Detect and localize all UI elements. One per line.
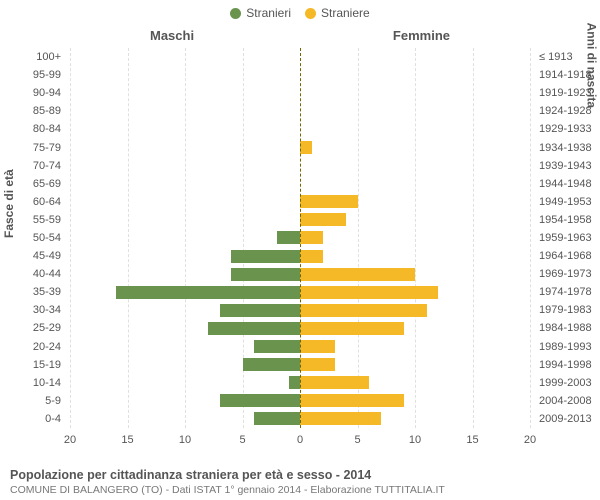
birth-year-label: 1914-1918 — [535, 66, 600, 84]
birth-year-label: 1934-1938 — [535, 138, 600, 156]
birth-year-label: 2009-2013 — [535, 410, 600, 428]
bar-female — [300, 304, 427, 317]
age-label: 65-69 — [0, 175, 65, 193]
age-label: 60-64 — [0, 193, 65, 211]
bar-male — [220, 304, 301, 317]
birth-year-label: 1969-1973 — [535, 265, 600, 283]
bar-female — [300, 286, 438, 299]
x-tick-label: 10 — [179, 434, 191, 446]
grid-line — [300, 48, 301, 428]
bar-female — [300, 358, 335, 371]
birth-year-label: 1949-1953 — [535, 193, 600, 211]
age-label: 30-34 — [0, 301, 65, 319]
x-tick-label: 15 — [466, 434, 478, 446]
birth-year-label: 1944-1948 — [535, 175, 600, 193]
bar-female — [300, 141, 312, 154]
birth-year-label: 1974-1978 — [535, 283, 600, 301]
bar-female — [300, 250, 323, 263]
age-label: 45-49 — [0, 247, 65, 265]
birth-year-label: ≤ 1913 — [535, 48, 600, 66]
caption-subtitle: COMUNE DI BALANGERO (TO) - Dati ISTAT 1°… — [10, 484, 590, 496]
birth-year-label: 1984-1988 — [535, 319, 600, 337]
x-tick-label: 5 — [239, 434, 245, 446]
age-label: 15-19 — [0, 356, 65, 374]
birth-year-label: 1989-1993 — [535, 338, 600, 356]
birth-year-label: 1939-1943 — [535, 157, 600, 175]
bar-male — [208, 322, 300, 335]
legend-swatch-female — [305, 8, 316, 19]
bar-male — [220, 394, 301, 407]
age-label: 50-54 — [0, 229, 65, 247]
bar-male — [277, 231, 300, 244]
bar-male — [116, 286, 300, 299]
bar-male — [254, 340, 300, 353]
birth-year-label: 1924-1928 — [535, 102, 600, 120]
legend-swatch-male — [230, 8, 241, 19]
birth-year-label: 1994-1998 — [535, 356, 600, 374]
legend-label-female: Straniere — [321, 6, 370, 20]
age-label: 100+ — [0, 48, 65, 66]
age-label: 40-44 — [0, 265, 65, 283]
x-tick-label: 20 — [64, 434, 76, 446]
population-pyramid-chart: Stranieri Straniere Maschi Femmine Fasce… — [0, 0, 600, 500]
birth-year-label: 1954-1958 — [535, 211, 600, 229]
birth-year-label: 1929-1933 — [535, 120, 600, 138]
legend-item-female: Straniere — [305, 6, 370, 20]
birth-year-label: 1919-1923 — [535, 84, 600, 102]
bar-female — [300, 195, 358, 208]
chart-caption: Popolazione per cittadinanza straniera p… — [10, 468, 590, 496]
birth-year-label: 1979-1983 — [535, 301, 600, 319]
x-tick-label: 15 — [121, 434, 133, 446]
birth-year-label: 2004-2008 — [535, 392, 600, 410]
bar-male — [231, 268, 300, 281]
bar-female — [300, 213, 346, 226]
bar-female — [300, 394, 404, 407]
bar-male — [254, 412, 300, 425]
age-label: 35-39 — [0, 283, 65, 301]
birth-year-label: 1959-1963 — [535, 229, 600, 247]
bar-female — [300, 322, 404, 335]
bar-female — [300, 412, 381, 425]
bar-female — [300, 268, 415, 281]
y-left-labels: 100+95-9990-9485-8980-8475-7970-7465-696… — [0, 48, 65, 428]
x-tick-label: 10 — [409, 434, 421, 446]
age-label: 5-9 — [0, 392, 65, 410]
x-tick-label: 20 — [524, 434, 536, 446]
age-label: 95-99 — [0, 66, 65, 84]
bar-male — [231, 250, 300, 263]
grid-line — [530, 48, 531, 428]
bar-male — [289, 376, 301, 389]
bar-male — [243, 358, 301, 371]
legend-label-male: Stranieri — [246, 6, 291, 20]
age-label: 20-24 — [0, 338, 65, 356]
age-label: 55-59 — [0, 211, 65, 229]
age-label: 85-89 — [0, 102, 65, 120]
x-tick-label: 5 — [354, 434, 360, 446]
age-label: 80-84 — [0, 120, 65, 138]
chart-legend: Stranieri Straniere — [0, 6, 600, 20]
bar-female — [300, 231, 323, 244]
y-right-labels: ≤ 19131914-19181919-19231924-19281929-19… — [535, 48, 600, 428]
plot-area: 201510505101520 — [70, 48, 530, 428]
legend-item-male: Stranieri — [230, 6, 291, 20]
age-label: 70-74 — [0, 157, 65, 175]
age-label: 90-94 — [0, 84, 65, 102]
age-label: 75-79 — [0, 138, 65, 156]
age-label: 10-14 — [0, 374, 65, 392]
bar-female — [300, 376, 369, 389]
age-label: 0-4 — [0, 410, 65, 428]
x-tick-label: 0 — [297, 434, 303, 446]
birth-year-label: 1964-1968 — [535, 247, 600, 265]
side-title-female: Femmine — [393, 28, 450, 43]
bar-female — [300, 340, 335, 353]
age-label: 25-29 — [0, 319, 65, 337]
birth-year-label: 1999-2003 — [535, 374, 600, 392]
caption-title: Popolazione per cittadinanza straniera p… — [10, 468, 590, 482]
side-title-male: Maschi — [150, 28, 194, 43]
